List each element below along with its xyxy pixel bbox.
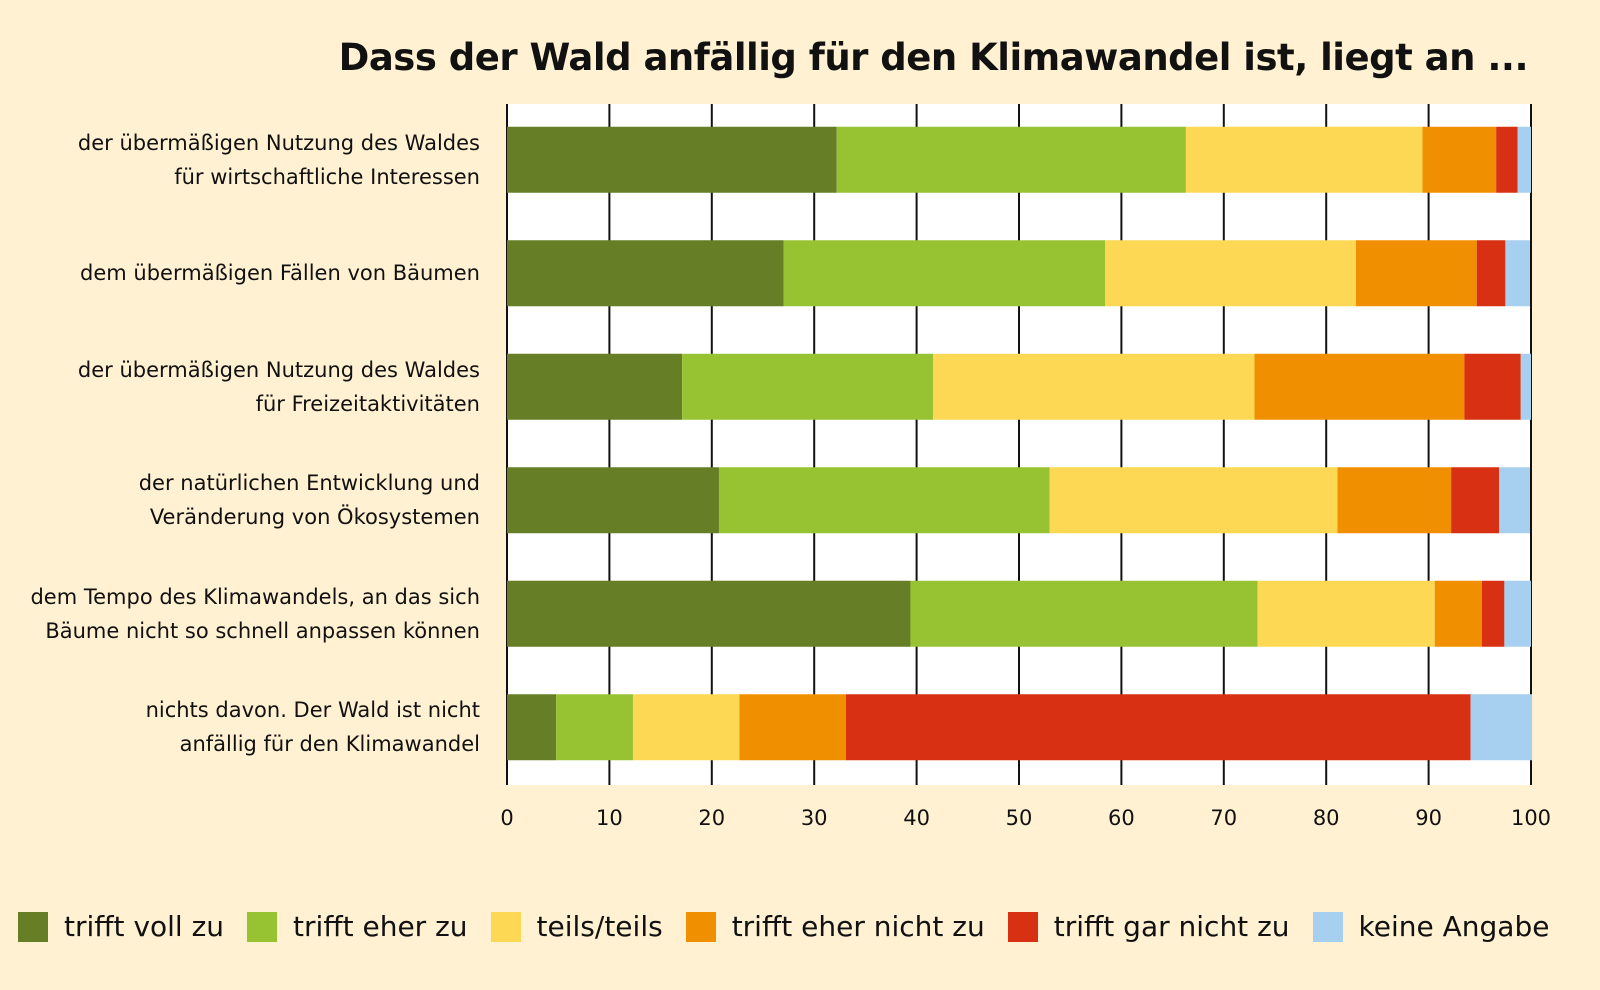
category-label: dem übermäßigen Fällen von Bäumen	[0, 256, 480, 290]
category-label: dem Tempo des Klimawandels, an das sich B…	[0, 580, 480, 648]
legend-swatch	[1007, 911, 1038, 942]
legend-swatch	[18, 911, 48, 942]
bar-segment	[1505, 240, 1530, 307]
legend-item: trifft gar nicht zu	[1007, 910, 1290, 943]
bar-segment	[1185, 126, 1423, 193]
legend-label: trifft eher zu	[293, 910, 468, 943]
x-tick-label: 40	[903, 806, 930, 830]
bar-segment	[507, 467, 719, 534]
legend-label: trifft voll zu	[64, 910, 225, 943]
x-tick-label: 50	[1005, 806, 1033, 830]
category-label-line: dem Tempo des Klimawandels, an das sich	[30, 584, 480, 609]
bar-segment	[1520, 353, 1531, 420]
legend-swatch	[1312, 911, 1343, 942]
legend-swatch	[490, 911, 521, 942]
category-label: der übermäßigen Nutzung des Waldes für wi…	[0, 126, 480, 194]
chart-title: Dass der Wald anfällig für den Klimawand…	[338, 36, 1529, 79]
legend-item: teils/teils	[490, 910, 663, 943]
bar-segment	[1470, 694, 1533, 761]
bar-segment	[910, 580, 1258, 647]
bar-segment	[1451, 467, 1500, 534]
x-tick-label: 80	[1312, 806, 1340, 830]
x-tick-label: 100	[1510, 806, 1552, 830]
bar-segment	[1355, 240, 1477, 307]
bar-segment	[1496, 126, 1518, 193]
category-label-line: Veränderung von Ökosystemen	[149, 505, 480, 530]
legend-item: trifft eher zu	[247, 910, 468, 943]
category-label: der übermäßigen Nutzung des Waldes für Fr…	[0, 353, 480, 421]
bar-segment	[1476, 240, 1506, 307]
bar-segment	[1254, 353, 1465, 420]
category-label-line: für Freizeitaktivitäten	[255, 391, 480, 416]
bar-segment	[1049, 467, 1338, 534]
category-label-line: dem übermäßigen Fällen von Bäumen	[80, 261, 480, 286]
legend-swatch	[247, 911, 278, 942]
bar-segment	[1337, 467, 1452, 534]
x-tick-label: 60	[1108, 806, 1135, 830]
bar-segment	[507, 126, 837, 193]
legend: trifft voll zu trifft eher zu teils/teils t…	[18, 910, 1572, 943]
x-tick-label: 70	[1210, 806, 1238, 830]
category-label-line: der übermäßigen Nutzung des Waldes	[77, 357, 480, 382]
bar-segment	[845, 694, 1471, 761]
bar-segment	[1504, 580, 1531, 647]
x-tick-label: 0	[500, 806, 514, 830]
bar-segment	[932, 353, 1255, 420]
legend-label: keine Angabe	[1358, 910, 1550, 943]
bar-segment	[1434, 580, 1482, 647]
legend-item: trifft voll zu	[18, 910, 224, 943]
bar-segment	[507, 580, 911, 647]
bar-segment	[783, 240, 1106, 307]
bar-segment	[739, 694, 846, 761]
category-label-line: der übermäßigen Nutzung des Waldes	[77, 130, 480, 155]
bar-segment	[507, 353, 683, 420]
bar-segment	[556, 694, 633, 761]
bar-segment	[1105, 240, 1356, 307]
legend-label: trifft eher nicht zu	[731, 910, 985, 943]
bar-segment	[1422, 126, 1497, 193]
legend-label: trifft gar nicht zu	[1053, 910, 1290, 943]
legend-label: teils/teils	[536, 910, 663, 943]
x-tick-label: 20	[698, 806, 726, 830]
category-label: der natürlichen Entwicklung und Veränderu…	[0, 466, 480, 534]
bar-segment	[1464, 353, 1521, 420]
x-tick-label: 90	[1415, 806, 1442, 830]
legend-item: trifft eher nicht zu	[685, 910, 985, 943]
category-label-line: anfällig für den Klimawandel	[179, 732, 480, 757]
category-label-line: Bäume nicht so schnell anpassen können	[45, 618, 480, 643]
bar-segment	[836, 126, 1186, 193]
category-label-line: der natürlichen Entwicklung und	[138, 471, 480, 496]
legend-swatch	[685, 911, 716, 942]
x-tick-label: 30	[800, 806, 828, 830]
x-tick-label: 10	[596, 806, 623, 830]
category-label-line: nichts davon. Der Wald ist nicht	[145, 698, 480, 723]
bar-segment	[1517, 126, 1531, 193]
bar-segment	[718, 467, 1050, 534]
bar-segment	[1257, 580, 1435, 647]
bar-segment	[632, 694, 740, 761]
bar-segment	[1481, 580, 1505, 647]
bar-segment	[1499, 467, 1530, 534]
bar-segment	[507, 694, 557, 761]
category-label: nichts davon. Der Wald ist nicht anfällig…	[0, 693, 480, 761]
bar-segment	[682, 353, 933, 420]
legend-item: keine Angabe	[1312, 910, 1550, 943]
category-label-line: für wirtschaftliche Interessen	[174, 164, 480, 189]
bar-segment	[507, 240, 784, 307]
